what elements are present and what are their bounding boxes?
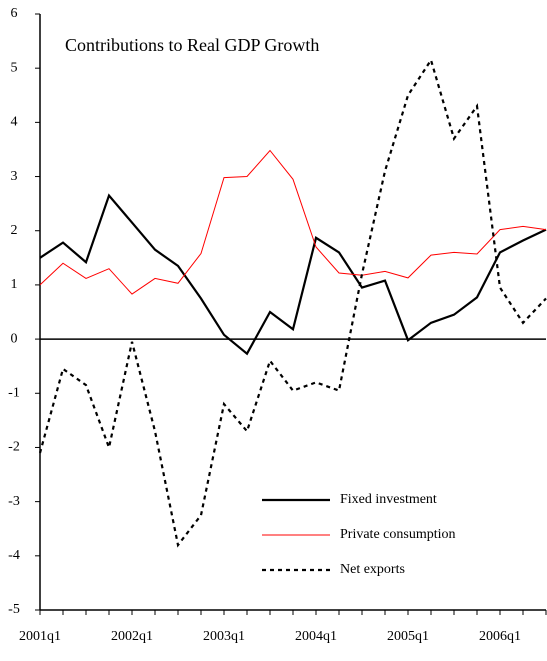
y-tick-label: -5 bbox=[8, 602, 20, 617]
y-tick-label: 5 bbox=[11, 60, 18, 75]
x-tick-label: 2003q1 bbox=[203, 629, 245, 644]
series-line bbox=[39, 193, 547, 356]
x-tick-label: 2005q1 bbox=[387, 629, 429, 644]
x-tick-label: 2002q1 bbox=[111, 629, 153, 644]
y-tick-label: 1 bbox=[11, 277, 18, 292]
y-tick-label: -1 bbox=[8, 385, 20, 400]
y-tick-label: -3 bbox=[8, 494, 20, 509]
y-tick-label: 6 bbox=[11, 6, 18, 21]
series-line bbox=[39, 149, 547, 295]
chart-title: Contributions to Real GDP Growth bbox=[65, 35, 319, 55]
x-tick-label: 2006q1 bbox=[479, 629, 521, 644]
x-tick-label: 2001q1 bbox=[19, 629, 61, 644]
y-tick-label: -4 bbox=[8, 548, 20, 563]
y-tick-label: -2 bbox=[8, 440, 20, 455]
x-tick-label: 2004q1 bbox=[295, 629, 337, 644]
y-tick-label: 2 bbox=[11, 223, 18, 238]
legend-label: Fixed investment bbox=[340, 492, 437, 507]
y-tick-label: 0 bbox=[11, 331, 18, 346]
legend-label: Net exports bbox=[340, 562, 405, 577]
y-tick-label: 4 bbox=[11, 115, 18, 130]
legend-label: Private consumption bbox=[340, 527, 456, 542]
y-tick-label: 3 bbox=[11, 169, 18, 184]
